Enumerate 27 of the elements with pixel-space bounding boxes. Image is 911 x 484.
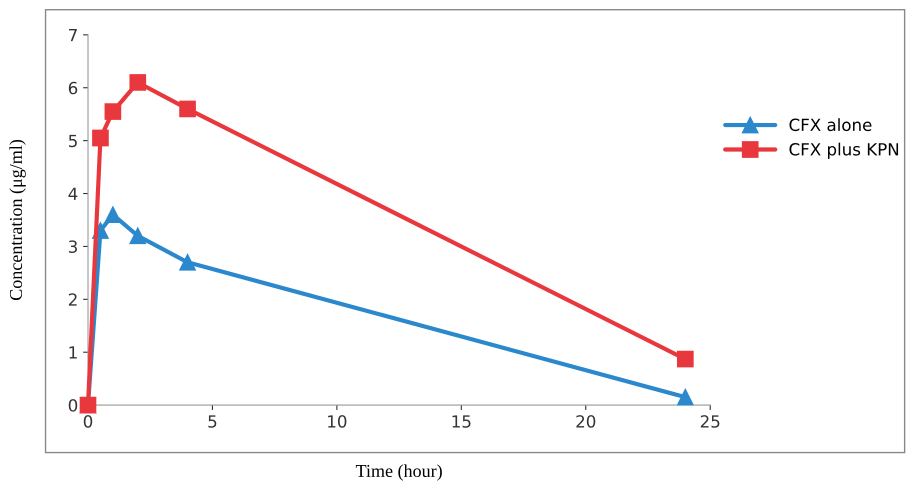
x-tick-label: 0	[84, 415, 92, 428]
y-tick-label: 4	[68, 188, 78, 200]
x-axis-title: Time (hour)	[356, 464, 442, 481]
point	[129, 74, 146, 91]
y-tick-label: 1	[70, 346, 77, 359]
point	[179, 254, 196, 271]
x-tick-label: 25	[700, 415, 720, 428]
y-tick-label: 0	[68, 399, 78, 412]
point	[179, 100, 196, 118]
y-tick-label: 6	[68, 82, 78, 94]
y-tick-label: 7	[69, 29, 77, 42]
y-tick-label: 2	[68, 293, 77, 306]
point	[104, 206, 122, 224]
x-tick-label: 10	[328, 415, 346, 428]
point	[676, 350, 694, 368]
y-axis-title: Concentration (μg/ml)	[9, 140, 26, 300]
point	[129, 228, 146, 244]
x-tick-label: 5	[208, 415, 216, 428]
point	[92, 130, 109, 146]
legend-label: CFX alone	[789, 118, 872, 132]
y-tick-label: 5	[68, 134, 77, 148]
point	[104, 103, 122, 120]
y-tick-label: 3	[68, 240, 77, 253]
legend-label: CFX plus KPN	[789, 142, 898, 159]
point	[676, 388, 694, 406]
x-tick-label: 20	[576, 415, 596, 428]
x-tick-label: 15	[452, 415, 470, 428]
